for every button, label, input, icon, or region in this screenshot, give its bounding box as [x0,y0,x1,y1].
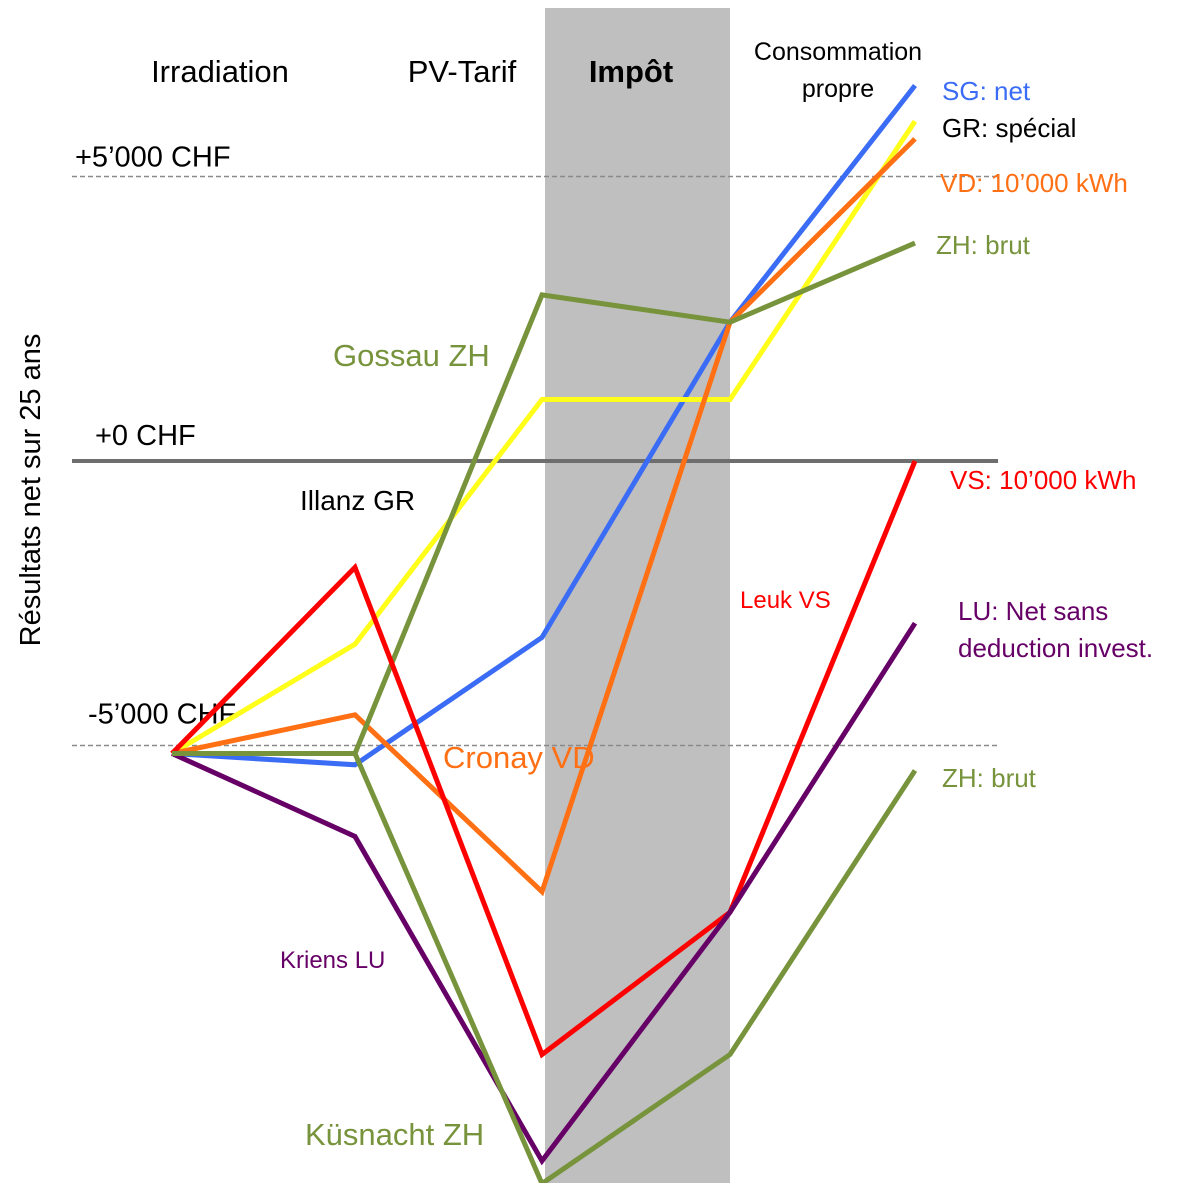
location-annotation: Leuk VS [740,587,831,614]
series-line [170,460,918,1059]
series-line [171,137,917,897]
series-line [170,119,918,756]
series-legend-label: LU: Net sans [958,596,1108,626]
series-line [172,240,916,756]
series-legend-label: VD: 10’000 kWh [940,168,1128,198]
series-line [170,621,918,1166]
reference-line-label: +0 CHF [95,420,196,452]
series-legend-label: GR: spécial [942,113,1076,143]
y-axis-label: Résultats net sur 25 ans [15,334,47,647]
series-legend-label: deduction invest. [958,633,1153,663]
series-legend-label: SG: net [942,76,1031,106]
location-annotation: Illanz GR [300,485,415,516]
location-annotation: Kriens LU [280,947,385,974]
location-annotation: Gossau ZH [333,338,490,373]
reference-line-label: +5’000 CHF [75,142,231,174]
category-tick-label: Irradiation [151,54,289,89]
category-tick-label: propre [802,75,874,103]
location-annotation: Küsnacht ZH [305,1117,484,1152]
series-line [171,83,917,768]
category-tick-label: Consommation [754,38,922,66]
location-annotation: Cronay VD [443,740,595,775]
series-legend-label: VS: 10’000 kWh [950,465,1136,495]
series-legend-label: ZH: brut [942,763,1037,793]
series-legend-label: ZH: brut [936,230,1031,260]
category-tick-label: Impôt [589,54,673,89]
category-tick-label: PV-Tarif [408,54,517,89]
series-line [172,751,918,1183]
